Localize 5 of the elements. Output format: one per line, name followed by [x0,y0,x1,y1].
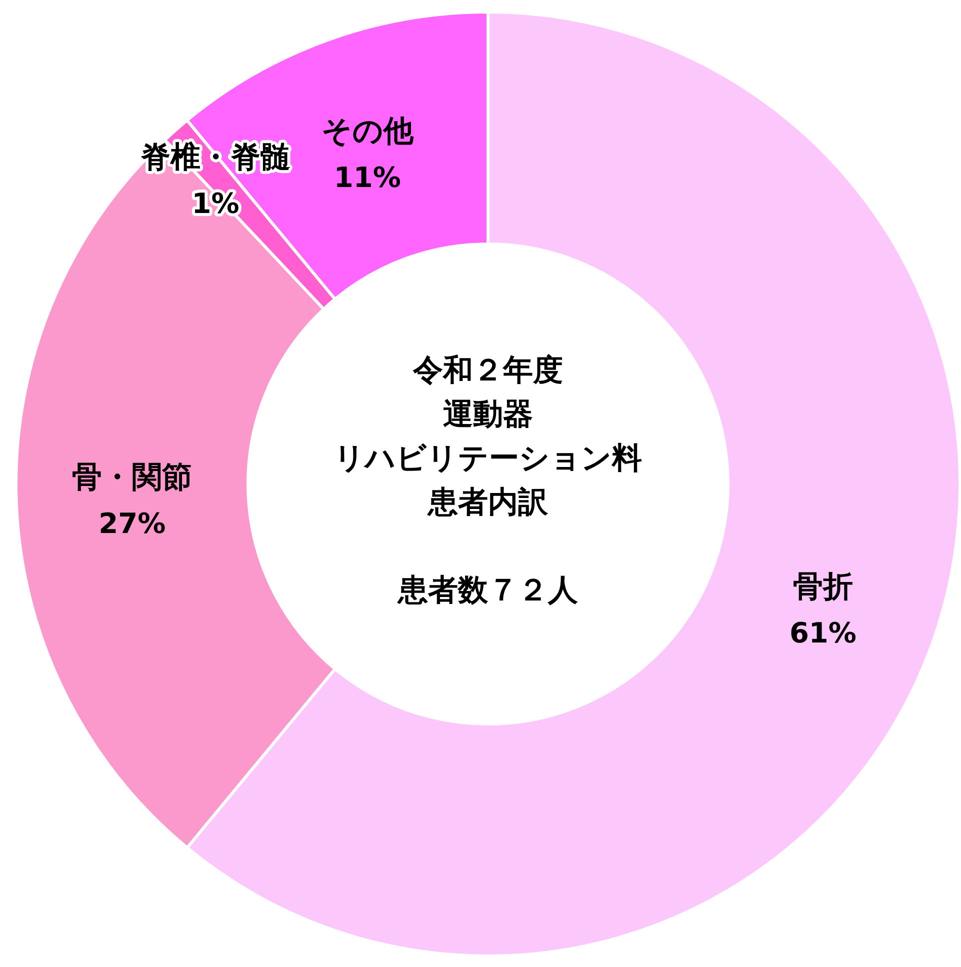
annotation: 運動器 [443,397,533,432]
annotation: リハビリテーション料 [334,441,642,476]
title: 令和２年度 [413,353,563,388]
subtitle: 患者数７２人 [398,573,578,608]
annotation: 患者内訳 [428,485,548,520]
